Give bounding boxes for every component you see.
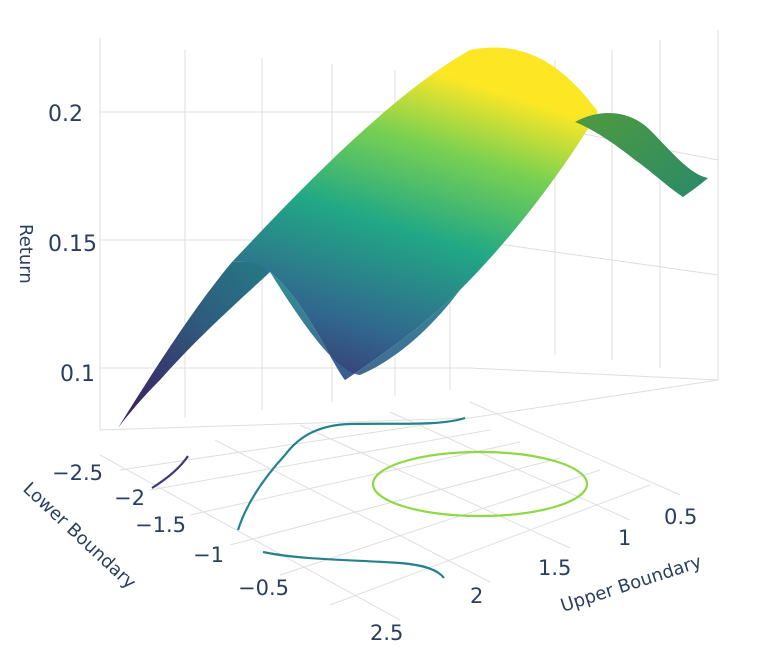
x-tick: −2 [114, 486, 145, 510]
z-axis: 0.2 0.15 0.1 Return [15, 102, 97, 387]
surface-main [232, 47, 598, 380]
contour-line-4 [371, 450, 589, 518]
y-axis-title: Upper Boundary [558, 551, 705, 616]
x-axis: −2.5 −2 −1.5 −1 −0.5 Lower Boundary [19, 461, 289, 600]
z-tick: 0.15 [48, 232, 97, 257]
contour-line-1 [151, 455, 189, 489]
y-tick: 2 [470, 584, 483, 608]
contour-line-2 [236, 416, 466, 531]
surface-valley [270, 272, 460, 380]
z-tick: 0.1 [60, 362, 95, 387]
x-tick: −1.5 [135, 513, 186, 537]
y-tick: 1.5 [538, 556, 571, 580]
surface-right-ridge [575, 112, 708, 197]
x-tick: −0.5 [238, 576, 289, 600]
surface-left-slope [118, 261, 270, 428]
z-axis-title: Return [15, 224, 36, 284]
contours [151, 416, 589, 579]
z-tick: 0.2 [48, 102, 83, 127]
y-tick: 2.5 [370, 621, 403, 645]
x-tick: −1 [193, 543, 224, 567]
surface[interactable] [118, 47, 708, 428]
y-tick: 0.5 [664, 505, 697, 529]
contour-line-3 [262, 550, 445, 579]
y-axis: 0.5 1 1.5 2 2.5 Upper Boundary [370, 505, 705, 645]
x-tick: −2.5 [52, 461, 103, 485]
y-tick: 1 [618, 526, 631, 550]
